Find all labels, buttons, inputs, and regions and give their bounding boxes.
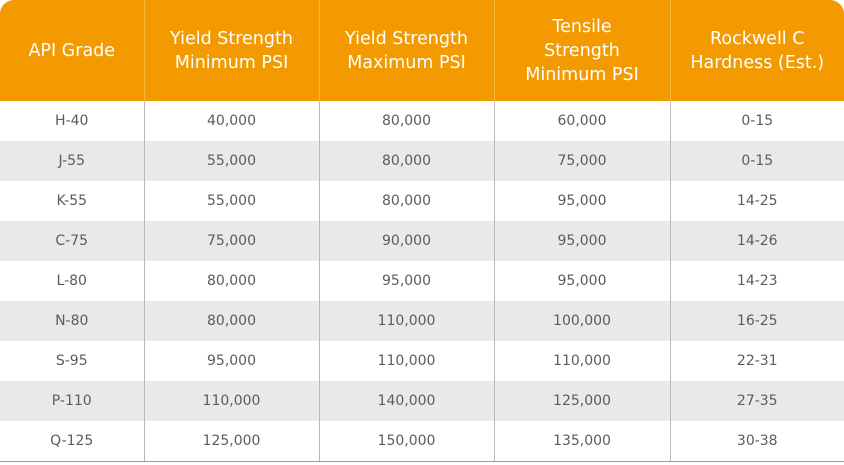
cell-yield-min: 55,000: [144, 181, 320, 221]
cell-hardness: 22-31: [736, 353, 778, 369]
cell-tensile-min: 95,000: [494, 261, 671, 301]
cell-hardness: 14-26: [736, 233, 778, 249]
cell-tensile-min: 60,000: [494, 101, 671, 141]
cell-yield-min: 80,000: [144, 261, 320, 301]
cell-api-grade: S-95: [0, 341, 145, 381]
header-yield-max: Yield Strength Maximum PSI: [319, 0, 495, 101]
table-header: API Grade Yield Strength Minimum PSI Yie…: [0, 0, 844, 101]
cell-api-grade: Q-125: [0, 421, 145, 462]
cell-yield-max: 95,000: [319, 261, 495, 301]
cell-api-grade: C-75: [0, 221, 145, 261]
cell-yield-max: 110,000: [319, 341, 495, 381]
cell-hardness: 27-35: [736, 393, 778, 409]
cell-hardness: 16-25: [736, 313, 778, 329]
cell-yield-max: 140,000: [319, 381, 495, 421]
header-line: Rockwell C: [710, 28, 805, 49]
header-line: Tensile: [552, 16, 612, 37]
cell-tensile-min: 95,000: [494, 221, 671, 261]
cell-tensile-min: 125,000: [494, 381, 671, 421]
table-row: C-75 75,000 90,000 95,000 14-26: [0, 221, 844, 261]
cell-yield-min: 55,000: [144, 141, 320, 181]
cell-api-grade: N-80: [0, 301, 145, 341]
header-rockwell-hardness: Rockwell C Hardness (Est.): [670, 0, 844, 101]
header-line: Minimum PSI: [525, 64, 639, 85]
cell-tensile-min: 75,000: [494, 141, 671, 181]
cell-api-grade: L-80: [0, 261, 145, 301]
cell-yield-min: 125,000: [144, 421, 320, 462]
table-body: H-40 40,000 80,000 60,000 0-15 J-55 55,0…: [0, 101, 844, 462]
cell-yield-max: 90,000: [319, 221, 495, 261]
table-row: N-80 80,000 110,000 100,000 16-25: [0, 301, 844, 341]
header-line: Hardness (Est.): [690, 52, 825, 73]
cell-yield-max: 80,000: [319, 181, 495, 221]
table-row: K-55 55,000 80,000 95,000 14-25: [0, 181, 844, 221]
cell-hardness: 14-25: [736, 193, 778, 209]
cell-yield-max: 80,000: [319, 141, 495, 181]
cell-api-grade: H-40: [0, 101, 145, 141]
cell-tensile-min: 110,000: [494, 341, 671, 381]
cell-api-grade: P-110: [0, 381, 145, 421]
cell-yield-min: 95,000: [144, 341, 320, 381]
cell-tensile-min: 135,000: [494, 421, 671, 462]
cell-hardness: 0-15: [741, 113, 774, 129]
table-row: S-95 95,000 110,000 110,000 22-31: [0, 341, 844, 381]
header-line: Minimum PSI: [174, 52, 289, 73]
cell-yield-max: 80,000: [319, 101, 495, 141]
cell-tensile-min: 95,000: [494, 181, 671, 221]
header-line: API Grade: [28, 40, 116, 61]
cell-yield-max: 150,000: [319, 421, 495, 462]
table-row: P-110 110,000 140,000 125,000 27-35: [0, 381, 844, 421]
header-line: Yield Strength: [345, 28, 468, 49]
cell-hardness: 30-38: [670, 421, 844, 462]
header-line: Maximum PSI: [347, 52, 466, 73]
cell-yield-min: 75,000: [144, 221, 320, 261]
header-tensile-min: Tensile Strength Minimum PSI: [494, 0, 671, 101]
header-line: Yield Strength: [170, 28, 293, 49]
header-row: API Grade Yield Strength Minimum PSI Yie…: [0, 0, 844, 101]
cell-hardness: 0-15: [741, 153, 774, 169]
cell-yield-max: 110,000: [319, 301, 495, 341]
cell-api-grade: J-55: [0, 141, 145, 181]
table-row: Q-125 125,000 150,000 135,000 30-38: [0, 421, 844, 462]
header-yield-min: Yield Strength Minimum PSI: [144, 0, 320, 101]
cell-tensile-min: 100,000: [494, 301, 671, 341]
cell-api-grade: K-55: [0, 181, 145, 221]
cell-yield-min: 80,000: [144, 301, 320, 341]
table-row: J-55 55,000 80,000 75,000 0-15: [0, 141, 844, 181]
cell-yield-min: 40,000: [144, 101, 320, 141]
table-row: H-40 40,000 80,000 60,000 0-15: [0, 101, 844, 141]
header-api-grade: API Grade: [0, 0, 145, 101]
cell-hardness: 14-23: [736, 273, 778, 289]
header-line: Strength: [544, 40, 620, 61]
cell-yield-min: 110,000: [144, 381, 320, 421]
table-row: L-80 80,000 95,000 95,000 14-23: [0, 261, 844, 301]
